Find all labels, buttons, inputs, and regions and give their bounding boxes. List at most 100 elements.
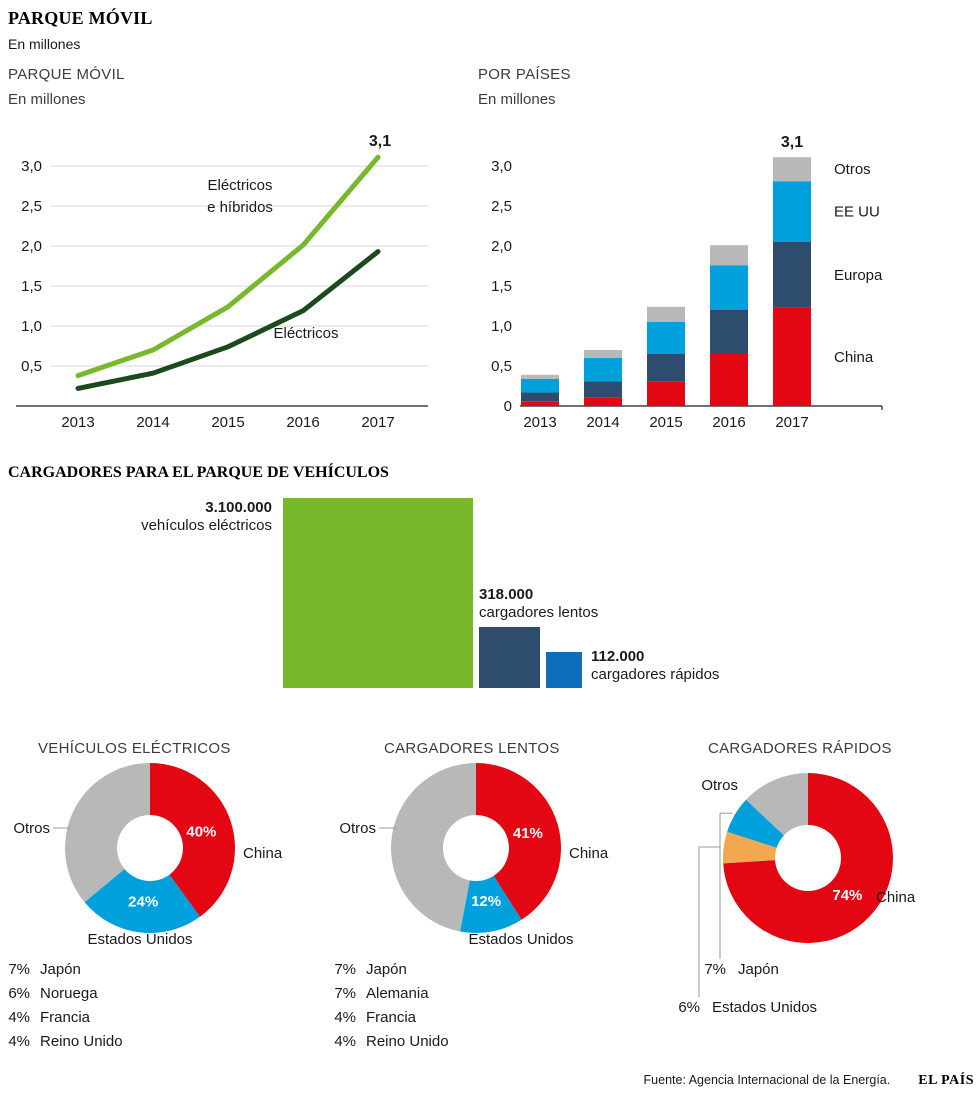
y-tick-label: 3,0 [21,158,42,175]
value-label: 3.100.000 [205,499,272,516]
slice-pct-label-estados-unidos: 24% [128,894,158,911]
breakdown-pct: 4% [8,1009,30,1026]
brand-logo: EL PAÍS [918,1073,974,1088]
quantity-square-cargadores-lentos [479,627,540,688]
breakdown-name: Noruega [40,985,98,1002]
slice-name-label-otros: Otros [339,820,376,837]
donut-block-cargadores-rapidos: CARGADORES RÁPIDOS 74% China Otros 7% Japón 6… [652,740,978,1053]
breakdown-name: Japón [366,961,407,978]
line-chart-title: PARQUE MÓVIL [8,66,125,83]
slice-pct-label-china: 74% [832,887,862,904]
y-tick-label: 3,0 [491,158,512,175]
donut-slice-china [723,773,894,943]
x-tick-label: 2017 [775,414,808,431]
slice-name-label-china: China [569,845,609,862]
breakdown-pct: 6% [8,985,30,1002]
x-tick-label: 2017 [361,414,394,431]
bar-segment-europa [584,381,622,398]
breakdown-name: Reino Unido [366,1033,449,1050]
y-tick-label: 0,5 [21,358,42,375]
line-series-el-ctricos-e-h-bridos [75,154,381,379]
y-tick-label: 1,5 [491,278,512,295]
slice-name-label-otros: Otros [13,820,50,837]
line-series-el-ctricos [75,249,381,391]
x-tick-label: 2014 [136,414,169,431]
breakdown-name: Japón [40,961,81,978]
bar-segment-otros [647,306,685,322]
donut-slice-estados-unidos [723,831,777,864]
x-tick-label: 2013 [523,414,556,431]
breakdown-name: Reino Unido [40,1033,123,1050]
cargadores-lentos-svg: 41% China 12% Estados Unidos Otros 7% Japón 7% A… [334,763,609,1050]
donut-slice-china [476,763,562,920]
bar-segment-china [647,381,685,406]
donut-slice-estados-unidos [460,875,522,933]
donut-slice-otros [746,773,808,836]
line-chart-block: PARQUE MÓVIL En millones 0,5 1,0 1,5 2,0 2,5… [8,66,448,436]
donut-slice-otros [391,763,476,932]
bar-segment-china [521,401,559,406]
legend-label-china: China [834,349,874,366]
bar-segment-otros [710,245,748,266]
stacked-bar-block: POR PAÍSES En millones 0 0,5 1,0 1,5 2,0 2,5 3… [478,66,948,436]
line-chart: 0,5 1,0 1,5 2,0 2,5 3,0 2013 2014 2015 2016 2017 El… [8,118,448,436]
donut-chart-cargadores-rapidos: 74% China Otros 7% Japón 6% Estados Unidos [652,761,978,1053]
breakdown-pct: 7% [334,961,356,978]
annotation-value: 3,1 [781,134,803,151]
y-tick-label: 1,5 [21,278,42,295]
annotation-value: 3,1 [369,133,391,150]
x-tick-label: 2016 [286,414,319,431]
slice-name-label-estados-unidos: Estados Unidos [468,931,573,948]
donut-block-cargadores-lentos: CARGADORES LENTOS 41% China 12% Estados Uni… [326,740,652,1053]
bar-segment-europa [521,392,559,402]
y-tick-label: 0 [504,398,512,415]
x-tick-label: 2016 [712,414,745,431]
breakdown-pct: 7% [334,985,356,1002]
line-chart-subtitle: En millones [8,91,86,108]
breakdown-pct: 6% [678,999,700,1016]
leader-line-estados-unidos [698,846,721,997]
donut-slice-jap-n [727,799,784,848]
slice-pct-label-china: 41% [513,825,543,842]
chargers-section: CARGADORES PARA EL PARQUE DE VEHÍCULOS 3… [0,464,980,706]
quantity-square-cargadores-r-pidos [546,652,582,688]
donut-charts-row: VEHÍCULOS ELÉCTRICOS 40% China 24% Estados … [0,740,980,1053]
y-tick-label: 2,5 [491,198,512,215]
bar-segment-ee-uu [521,378,559,393]
bar-segment-china [710,354,748,406]
breakdown-pct: 7% [8,961,30,978]
bar-chart-subtitle: En millones [478,91,556,108]
breakdown-pct: 7% [704,961,726,978]
donut-title-vehiculos-electricos: VEHÍCULOS ELÉCTRICOS [38,740,231,757]
y-tick-label: 0,5 [491,358,512,375]
slice-pct-label-estados-unidos: 12% [471,893,501,910]
series-label-hibridos: Eléctricos [207,177,272,194]
bar-segment-china [584,397,622,406]
value-label: 112.000 [591,648,644,665]
donut-chart-vehiculos-electricos: 40% China 24% Estados Unidos Otros 7% Japón 6% N… [0,761,326,1053]
bar-chart-title: POR PAÍSES [478,66,571,83]
x-tick-label: 2013 [61,414,94,431]
line-chart-svg: 0,5 1,0 1,5 2,0 2,5 3,0 2013 2014 2015 2016 2017 El… [16,133,428,431]
page-header: PARQUE MÓVIL En millones [0,0,980,52]
stacked-bar-svg: 0 0,5 1,0 1,5 2,0 2,5 3,0 2013 2014 2015 2016 2017 C… [491,134,883,431]
slice-name-label-otros: Otros [701,777,738,794]
page-subtitle: En millones [8,36,81,52]
series-label-electricos: Eléctricos [273,325,338,342]
breakdown-name: Francia [366,1009,417,1026]
breakdown-pct: 4% [334,1009,356,1026]
top-charts-row: PARQUE MÓVIL En millones 0,5 1,0 1,5 2,0 2,5… [0,66,980,436]
bar-segment-europa [710,310,748,354]
bar-segment-ee-uu [773,181,811,242]
bar-segment-china [773,307,811,406]
slice-name-label-china: China [876,889,916,906]
breakdown-name: Francia [40,1009,91,1026]
donut-title-cargadores-lentos: CARGADORES LENTOS [384,740,560,757]
donut-title-cargadores-rapidos: CARGADORES RÁPIDOS [708,740,892,757]
x-tick-label: 2015 [211,414,244,431]
slice-name-label-estados-unidos: Estados Unidos [87,931,192,948]
donut-slice-otros [65,763,150,903]
x-tick-label: 2014 [586,414,619,431]
bar-segment-ee-uu [584,358,622,382]
